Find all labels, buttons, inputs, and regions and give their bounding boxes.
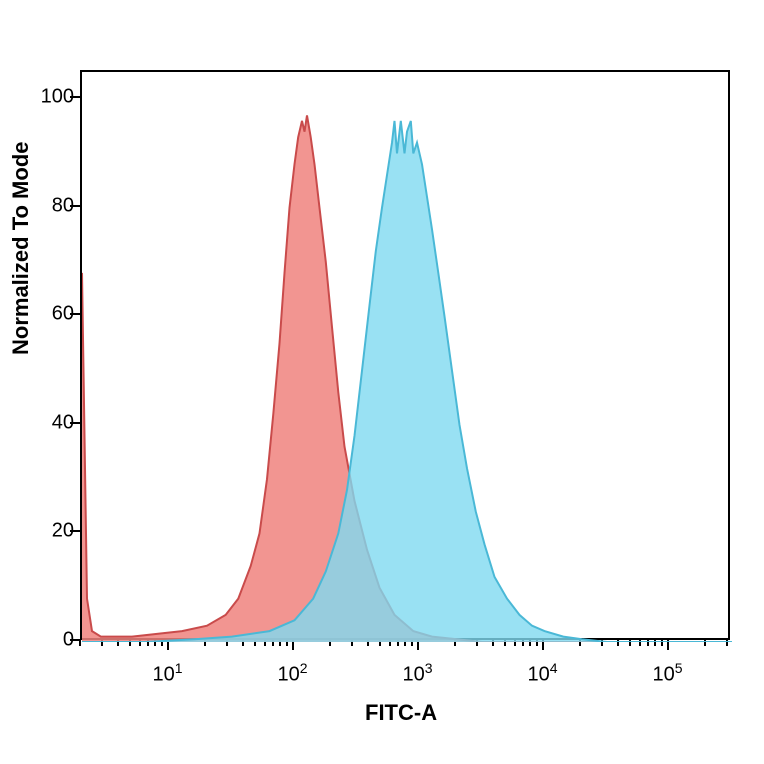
- x-tick-label: 102: [277, 660, 307, 687]
- y-tick: [70, 530, 80, 532]
- y-tick-label: 100: [41, 86, 74, 109]
- x-tick-label: 101: [152, 660, 182, 687]
- y-axis-label: Normalized To Mode: [8, 142, 34, 356]
- y-tick: [70, 205, 80, 207]
- x-tick-label: 103: [402, 660, 432, 687]
- x-tick-minor: [79, 640, 81, 646]
- x-tick-label: 105: [652, 660, 682, 687]
- y-tick: [70, 96, 80, 98]
- chart-svg: [82, 72, 732, 642]
- x-axis-label: FITC-A: [365, 700, 437, 726]
- series-fill-blue_peak: [82, 121, 732, 642]
- x-tick-label: 104: [527, 660, 557, 687]
- plot-area: [80, 70, 730, 640]
- histogram-chart: Normalized To Mode FITC-A 020406080100 1…: [0, 0, 764, 764]
- y-tick: [70, 422, 80, 424]
- y-tick: [70, 313, 80, 315]
